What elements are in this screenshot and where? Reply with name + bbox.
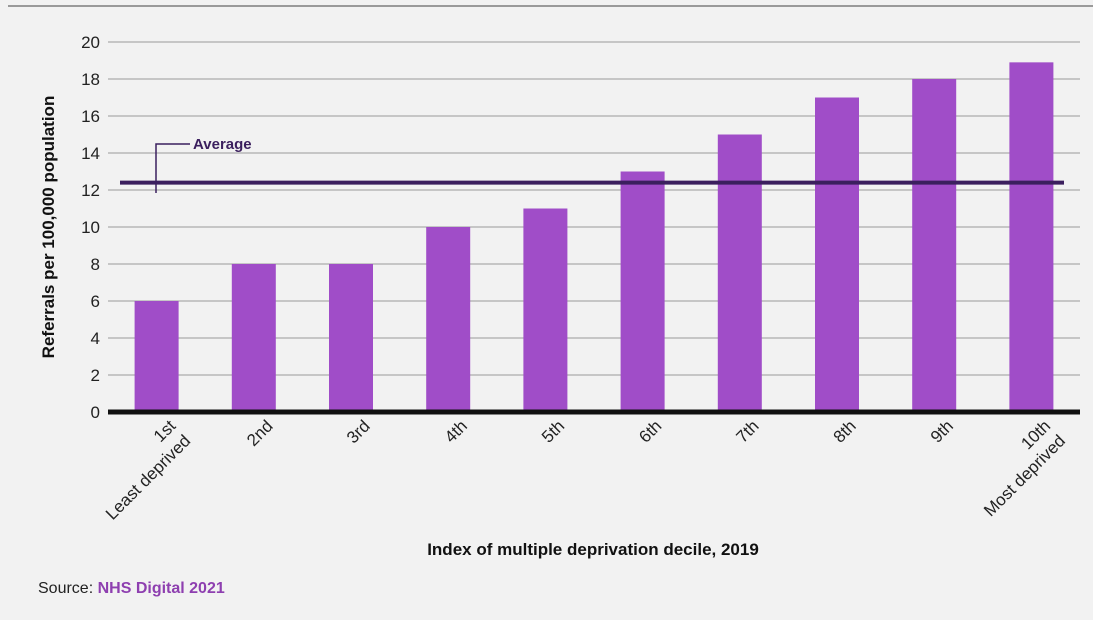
x-tick-label: 8th: [830, 416, 860, 446]
x-axis-title: Index of multiple deprivation decile, 20…: [427, 540, 759, 559]
x-tick-label: 7th: [732, 416, 762, 446]
x-tick-text: 8th: [830, 416, 860, 446]
y-axis-title: Referrals per 100,000 population: [39, 96, 58, 359]
bar: [231, 264, 276, 412]
source-note: Source: NHS Digital 2021: [38, 580, 225, 598]
bar: [523, 208, 568, 412]
x-tick-line: 3rd: [343, 416, 374, 447]
y-tick-label: 4: [91, 329, 100, 348]
x-tick-line: 5th: [538, 416, 568, 446]
x-tick-text: 6th: [635, 416, 665, 446]
source-link[interactable]: NHS Digital 2021: [97, 580, 225, 597]
x-tick-text: 10thMost deprived: [965, 416, 1069, 520]
x-tick-line: 9th: [927, 416, 957, 446]
x-tick-label: 4th: [441, 416, 471, 446]
bar: [134, 301, 179, 412]
y-tick-label: 20: [81, 33, 100, 52]
top-rule: [8, 5, 1093, 7]
x-tick-label: 2nd: [243, 416, 276, 449]
bar-chart: 0 2 4 6 8 10 12 14 16 18 20 Average 1stLeast deprive…: [39, 33, 1080, 559]
x-tick-line: 8th: [830, 416, 860, 446]
x-tick-text: 1stLeast deprived: [87, 416, 194, 523]
x-tick-line: 4th: [441, 416, 471, 446]
x-tick-text: 3rd: [343, 416, 374, 447]
y-tick-label: 0: [91, 403, 100, 422]
x-tick-label: 6th: [635, 416, 665, 446]
x-tick-line: Least deprived: [102, 431, 194, 523]
y-tick-label: 14: [81, 144, 100, 163]
x-tick-text: 4th: [441, 416, 471, 446]
bar: [620, 171, 665, 412]
x-tick-line: 2nd: [243, 416, 276, 449]
x-tick-text: 5th: [538, 416, 568, 446]
average-label: Average: [193, 136, 252, 153]
y-axis-title-group: Referrals per 100,000 population: [39, 96, 58, 359]
x-tick-label: 1stLeast deprived: [87, 416, 194, 523]
x-tick-label: 10thMost deprived: [965, 416, 1069, 520]
x-tick-label: 5th: [538, 416, 568, 446]
y-tick-label: 10: [81, 218, 100, 237]
y-tick-label: 2: [91, 366, 100, 385]
source-prefix: Source:: [38, 580, 98, 597]
bar: [912, 79, 957, 412]
y-tick-label: 12: [81, 181, 100, 200]
y-tick-label: 8: [91, 255, 100, 274]
x-tick-label: 3rd: [343, 416, 374, 447]
average-callout: [155, 143, 190, 193]
x-tick-line: 6th: [635, 416, 665, 446]
x-tick-line: 7th: [732, 416, 762, 446]
bar: [717, 134, 762, 412]
x-tick-text: 7th: [732, 416, 762, 446]
x-tick-label: 9th: [927, 416, 957, 446]
bar: [329, 264, 373, 412]
y-tick-label: 6: [91, 292, 100, 311]
y-tick-label: 16: [81, 107, 100, 126]
x-tick-text: 2nd: [243, 416, 276, 449]
bar: [1009, 62, 1054, 412]
x-tick-text: 9th: [927, 416, 957, 446]
y-tick-label: 18: [81, 70, 100, 89]
bar: [815, 97, 859, 412]
bar: [426, 227, 471, 412]
